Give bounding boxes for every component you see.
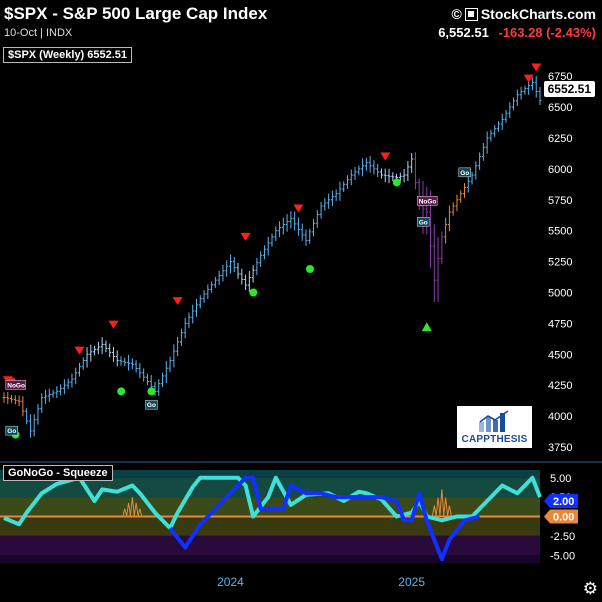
price-legend[interactable]: $SPX (Weekly) 6552.51 [3, 47, 133, 63]
cappthesis-logo: CAPPTHESIS [457, 406, 532, 448]
price-tick-label: 4750 [548, 318, 572, 330]
squeeze-band [0, 470, 540, 478]
signal-label: Go [147, 402, 156, 409]
down-triangle-marker [293, 204, 304, 213]
signal-label-box [145, 399, 158, 410]
signal-label: Go [419, 219, 428, 226]
squeeze-spike [435, 497, 441, 517]
down-triangle-marker [240, 232, 251, 241]
signal-label-box [5, 425, 19, 436]
signal-label: NoGo [419, 198, 437, 205]
signal-label-box [5, 380, 27, 390]
squeeze-spike [133, 502, 139, 517]
price-tick-label: 4500 [548, 349, 572, 361]
quote: 6,552.51 -163.28 (-2.43%) [438, 25, 596, 40]
green-dot-marker [147, 387, 156, 396]
price-tick-label: 5750 [548, 195, 572, 207]
indicator-tick-label: -2.50 [550, 531, 575, 543]
price-change: -163.28 (-2.43%) [498, 25, 596, 40]
indicator-tick-label: 5.00 [550, 473, 571, 485]
indicator-value-text: 0.00 [553, 512, 574, 524]
down-triangle-marker [523, 74, 534, 83]
x-tick-label: 2025 [398, 575, 425, 589]
squeeze-spike [137, 508, 143, 517]
logo-text: CAPPTHESIS [461, 434, 528, 445]
last-price-badge: 6552.51 [543, 81, 595, 97]
squeeze-spike [129, 497, 135, 517]
price-tick-label: 5250 [548, 257, 572, 269]
green-dot-marker [117, 387, 126, 396]
copyright: © StockCharts.com [452, 6, 596, 22]
indicator-tick-label: -5.00 [550, 550, 575, 562]
green-dot-marker [305, 265, 314, 274]
chart-subtitle: 10-Oct | INDX [4, 27, 73, 39]
indicator-value-badge [544, 509, 578, 524]
price-tick-label: 3750 [548, 442, 572, 454]
price-tick-label: 6000 [548, 164, 572, 176]
indicator-label[interactable]: GoNoGo - Squeeze [3, 465, 113, 481]
signal-label-box [416, 196, 438, 206]
up-triangle-marker [421, 322, 432, 332]
price-tick-label: 6750 [548, 71, 572, 83]
down-triangle-marker [108, 320, 119, 329]
signal-label-box [416, 217, 430, 227]
squeeze-spike [431, 505, 437, 517]
green-dot-marker [392, 178, 401, 187]
signal-label: Go [460, 170, 469, 177]
price-tick-label: 4250 [548, 380, 572, 392]
price-tick-label: 6500 [548, 102, 572, 114]
squeeze-spike [126, 502, 132, 517]
down-triangle-marker [531, 63, 542, 72]
down-triangle-marker [172, 297, 183, 306]
indicator-value-badge [544, 494, 578, 508]
squeeze-line-blue [168, 475, 481, 562]
chart-title: $SPX - S&P 500 Large Cap Index [4, 4, 268, 23]
price-tick-label: 4000 [548, 411, 572, 423]
squeeze-spike [446, 505, 452, 517]
signal-label: NoGo [7, 382, 25, 389]
signal-label-box [458, 167, 471, 178]
squeeze-spike [122, 508, 128, 517]
last-price: 6,552.51 [438, 25, 489, 40]
indicator-value-text: 2.00 [553, 496, 574, 508]
price-tick-label: 6250 [548, 133, 572, 145]
squeeze-spike [439, 489, 445, 517]
stockcharts-logo-icon [464, 7, 478, 21]
price-tick-label: 5500 [548, 226, 572, 238]
copyright-icon: © [451, 6, 462, 22]
logo-bars-icon [479, 410, 509, 432]
squeeze-band [0, 535, 540, 556]
copyright-text: StockCharts.com [480, 6, 596, 22]
gear-icon[interactable]: ⚙ [582, 579, 598, 598]
price-tick-label: 5000 [548, 287, 572, 299]
green-dot-marker [249, 288, 258, 297]
x-tick-label: 2024 [217, 575, 244, 589]
squeeze-spike [443, 497, 449, 517]
signal-label: Go [7, 428, 16, 435]
squeeze-band [0, 555, 540, 563]
down-triangle-marker [380, 152, 391, 161]
down-triangle-marker [74, 346, 85, 355]
